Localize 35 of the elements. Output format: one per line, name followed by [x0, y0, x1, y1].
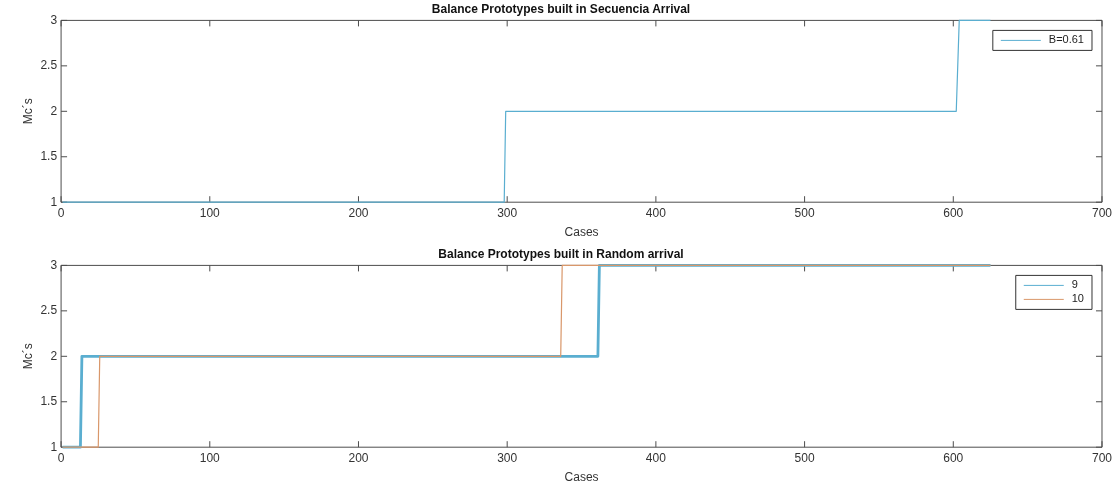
x-tick-label: 300	[497, 450, 518, 465]
y-axis-title: Mc´s	[20, 343, 35, 370]
y-tick-label: 2	[50, 103, 58, 118]
y-tick-label: 1	[50, 439, 58, 454]
x-tick-label: 700	[1091, 205, 1113, 220]
chart-title: Balance Prototypes built in Random arrival	[438, 246, 684, 261]
x-tick-label: 0	[57, 450, 65, 465]
y-tick-label: 1.5	[40, 149, 58, 164]
x-tick-label: 700	[1091, 450, 1113, 465]
x-tick-label: 400	[645, 205, 667, 220]
y-tick-label: 2.5	[40, 303, 58, 318]
x-tick-label: 0	[57, 205, 65, 220]
x-tick-label: 100	[199, 205, 221, 220]
x-tick-label: 300	[497, 205, 518, 220]
x-tick-label: 500	[794, 450, 815, 465]
x-tick-label: 600	[943, 450, 964, 465]
y-axis-title: Mc´s	[20, 98, 35, 125]
y-tick-label: 2	[50, 348, 58, 363]
x-tick-label: 200	[348, 450, 369, 465]
x-tick-label: 600	[943, 205, 964, 220]
y-tick-label: 2.5	[40, 58, 58, 73]
x-tick-label: 500	[794, 205, 815, 220]
y-tick-label: 3	[50, 12, 58, 27]
y-tick-label: 1	[50, 194, 58, 209]
legend-label: B=0.61	[1048, 33, 1084, 46]
legend-label: 10	[1071, 292, 1084, 305]
x-axis-title: Cases	[564, 470, 599, 485]
x-tick-label: 200	[348, 205, 369, 220]
x-tick-label: 400	[645, 450, 667, 465]
y-tick-label: 1.5	[40, 394, 58, 409]
legend-label: 9	[1071, 278, 1078, 291]
chart-title: Balance Prototypes built in Secuencia Arrival	[431, 1, 691, 16]
x-axis-title: Cases	[564, 225, 599, 240]
x-tick-label: 100	[199, 450, 221, 465]
y-tick-label: 3	[50, 257, 58, 272]
